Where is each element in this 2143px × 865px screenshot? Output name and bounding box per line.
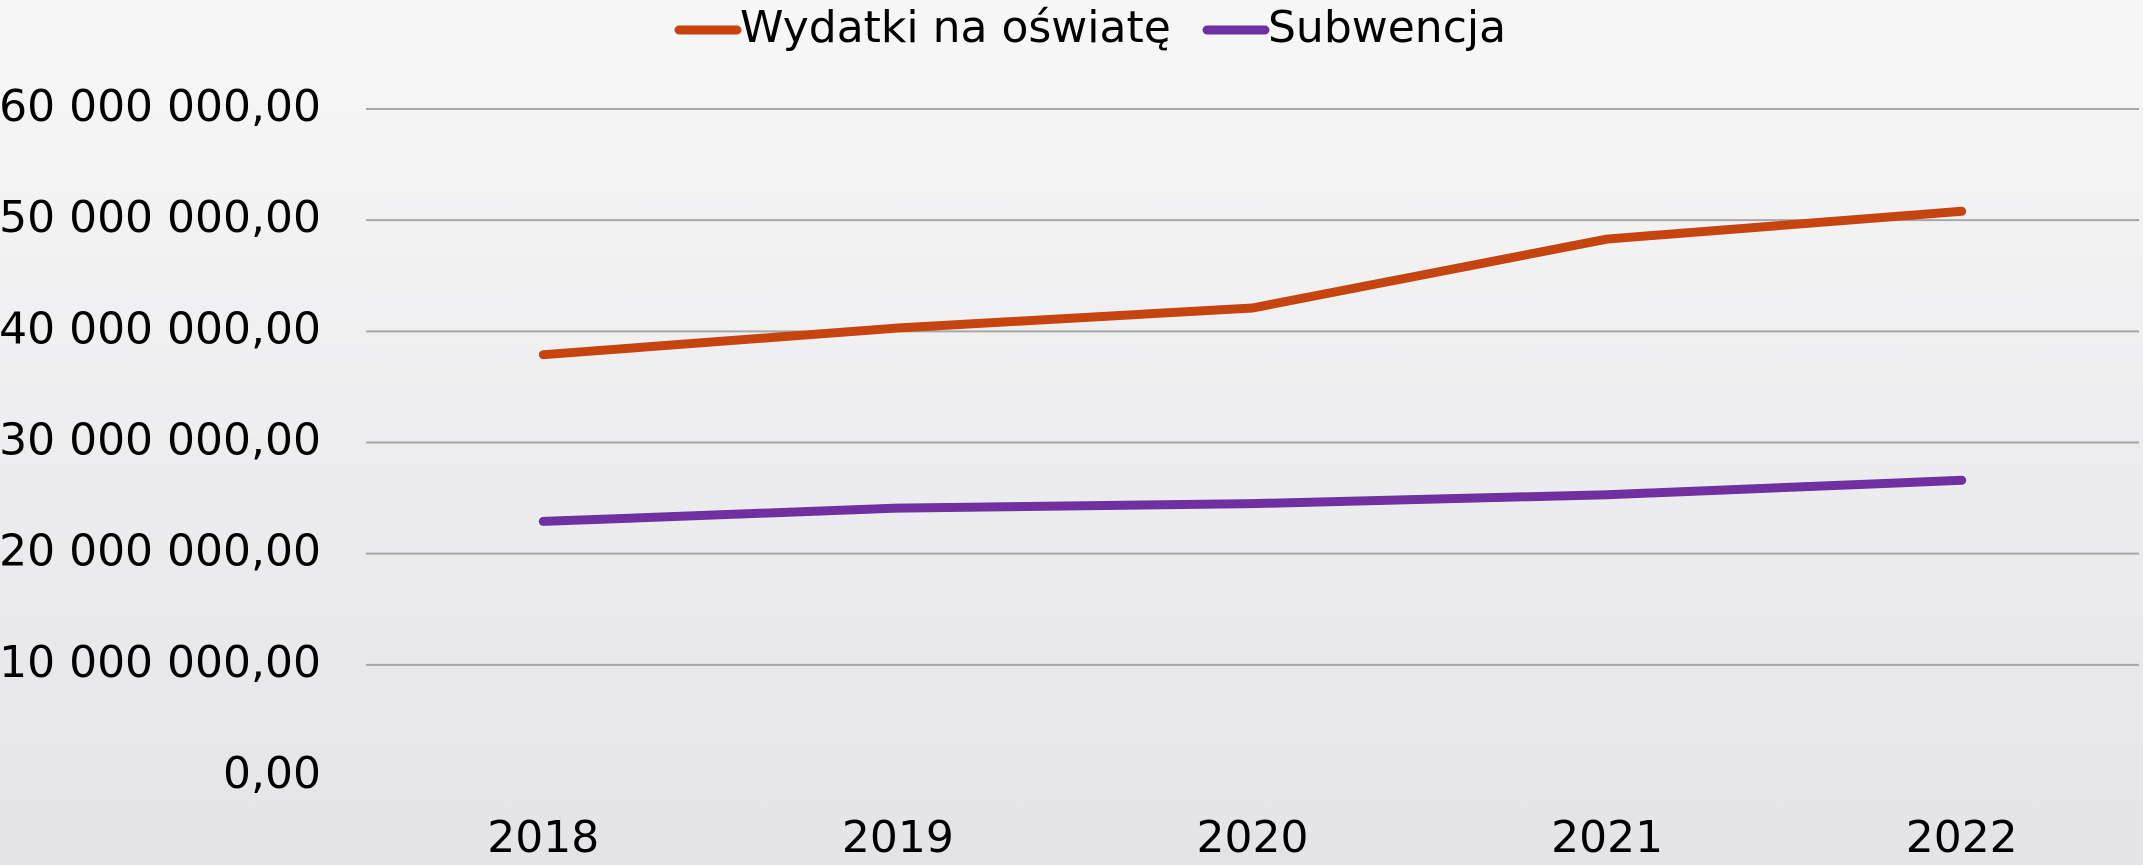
y-tick-label: 0,00 [223, 748, 321, 799]
y-tick-label: 20 000 000,00 [0, 526, 321, 577]
y-tick-label: 50 000 000,00 [0, 192, 321, 243]
x-tick-label: 2019 [842, 812, 954, 863]
y-tick-label: 10 000 000,00 [0, 637, 321, 688]
x-tick-label: 2018 [487, 812, 599, 863]
y-tick-label: 60 000 000,00 [0, 81, 321, 132]
legend-label: Wydatki na oświatę [740, 2, 1171, 53]
legend-label: Subwencja [1268, 2, 1506, 53]
y-tick-label: 40 000 000,00 [0, 303, 321, 354]
x-tick-label: 2021 [1551, 812, 1663, 863]
x-tick-label: 2020 [1197, 812, 1309, 863]
x-tick-label: 2022 [1906, 812, 2018, 863]
series-line [538, 475, 1967, 526]
y-tick-label: 30 000 000,00 [0, 415, 321, 466]
series-line [538, 206, 1967, 360]
